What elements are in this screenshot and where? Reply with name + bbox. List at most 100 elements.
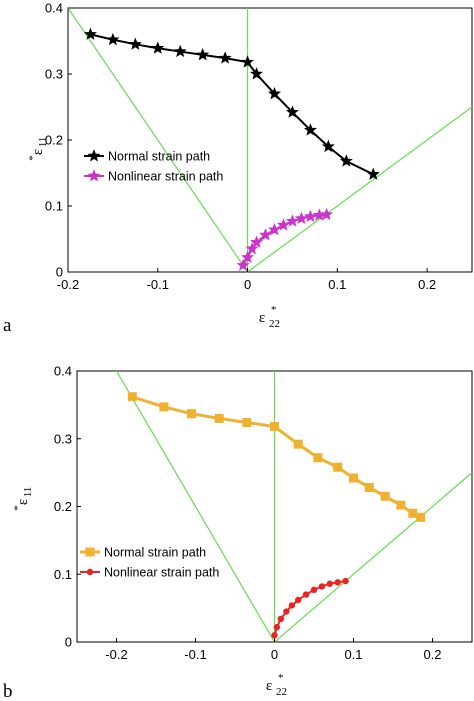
data-point-a-0: [106, 32, 120, 46]
x-axis-label-a: ε * 22: [259, 304, 280, 330]
data-point-a-1: [259, 228, 273, 241]
data-point-a-0: [128, 37, 142, 50]
legend-marker-a-1: [87, 169, 101, 182]
data-point-a-1: [241, 250, 255, 263]
chart-panel-a: -0.2 -0.1 0 0.1 0.2 0 0.1 0.2 0.3 0.4 Normal stra…: [3, 1, 473, 336]
data-point-b-1: [302, 591, 310, 598]
y-axis-label-a-sub: 11: [37, 137, 49, 148]
legend-label-b-0: Normal strain path: [104, 546, 206, 560]
data-point-a-0: [250, 67, 264, 80]
data-point-a-0: [366, 167, 380, 180]
guide-line-left-a: [67, 7, 249, 273]
data-point-a-1: [267, 222, 281, 236]
data-point-b-1: [334, 579, 341, 586]
data-point-b-1: [288, 602, 296, 609]
data-point-b-0: [416, 512, 426, 522]
x-tick-label-a: 0.2: [418, 277, 436, 292]
data-point-b-0: [242, 417, 252, 427]
data-point-a-0: [218, 51, 232, 64]
data-point-a-0: [241, 55, 255, 68]
x-tick-label-a: 0: [244, 277, 251, 292]
y-axis-label-b: ε * 11: [12, 487, 34, 511]
chart-panel-b: -0.2 -0.1 0 0.1 0.2 0 0.1 0.2 0.3 0.4 Normal stra…: [3, 364, 473, 701]
data-point-b-0: [214, 413, 224, 423]
data-point-b-1: [318, 583, 326, 590]
legend-marker-b-0: [85, 547, 95, 557]
data-point-a-0: [151, 41, 165, 54]
legend-label-a-1: Nonlinear strain path: [108, 170, 223, 184]
data-point-b-0: [364, 483, 374, 493]
y-axis-label-a-sup: *: [27, 155, 39, 161]
y-axis-label-b-sup: *: [12, 505, 24, 511]
data-point-b-1: [273, 623, 281, 631]
data-point-b-0: [293, 439, 303, 449]
x-tick-label-a: 0.1: [328, 277, 346, 292]
data-point-a-0: [173, 44, 187, 58]
data-point-b-1: [277, 615, 285, 623]
panel-label-b: b: [3, 681, 13, 701]
y-tick-label-a: 0.1: [45, 199, 63, 214]
x-tick-label-a: -0.1: [147, 277, 169, 292]
x-tick-label-b: 0.2: [423, 647, 441, 662]
legend-marker-a-0: [87, 149, 101, 162]
x-tick-label-b: 0.1: [344, 647, 362, 662]
data-point-b-0: [408, 508, 418, 518]
y-tick-label-b: 0.2: [54, 499, 72, 514]
data-point-a-1: [320, 207, 334, 221]
y-axis-label-a: ε * 11: [27, 137, 49, 161]
data-point-b-1: [295, 596, 302, 604]
data-point-a-1: [245, 242, 259, 255]
y-axis-label-b-sub: 11: [22, 487, 34, 498]
data-point-a-0: [321, 139, 335, 153]
x-tick-label-b: -0.2: [105, 647, 127, 662]
data-point-b-0: [349, 473, 358, 483]
data-point-a-0: [339, 154, 353, 167]
data-point-a-0: [303, 123, 317, 136]
x-tick-label-a: -0.2: [57, 277, 79, 292]
guide-line-right-a: [247, 106, 473, 273]
data-point-b-0: [127, 392, 137, 402]
y-tick-label-b: 0.4: [54, 364, 72, 379]
data-point-a-0: [83, 27, 97, 40]
y-tick-label-b: 0.3: [54, 431, 72, 446]
data-point-b-1: [271, 632, 278, 639]
y-tick-label-a: 0.3: [45, 67, 63, 82]
legend-a: Normal strain path Nonlinear strain path: [84, 149, 223, 184]
x-axis-label-a-sub: 22: [269, 318, 280, 330]
data-point-a-1: [250, 235, 264, 248]
y-tick-label-a: 0: [56, 265, 63, 280]
legend-b: Normal strain path Nonlinear strain path: [80, 546, 219, 580]
guide-line-right-b: [274, 472, 473, 643]
y-tick-label-a: 0.4: [45, 1, 63, 16]
data-point-a-0: [267, 86, 281, 100]
data-point-b-0: [159, 402, 169, 412]
data-point-b-0: [396, 500, 406, 510]
data-point-b-0: [313, 453, 323, 463]
data-point-a-1: [236, 258, 250, 271]
panel-label-a: a: [3, 315, 12, 336]
x-tick-label-b: 0: [271, 647, 278, 662]
data-point-a-1: [285, 214, 299, 227]
data-point-b-1: [310, 586, 318, 594]
legend-marker-b-1: [86, 568, 94, 576]
guide-line-left-b: [115, 370, 276, 643]
data-point-b-1: [326, 580, 333, 587]
data-point-b-0: [187, 409, 197, 419]
x-tick-label-b: -0.1: [184, 647, 206, 662]
legend-label-a-0: Normal strain path: [108, 150, 210, 164]
data-point-b-0: [380, 491, 390, 501]
y-axis-label-b-symbol: ε: [15, 499, 31, 505]
data-point-b-0: [270, 422, 279, 432]
data-point-a-0: [196, 48, 210, 61]
data-point-b-1: [342, 577, 349, 585]
y-axis-label-a-symbol: ε: [30, 149, 46, 155]
data-point-a-0: [285, 105, 299, 118]
x-axis-label-a-sup: *: [271, 304, 277, 316]
x-axis-label-b-symbol: ε: [266, 678, 272, 694]
data-point-b-0: [333, 462, 343, 472]
data-point-a-1: [294, 211, 308, 225]
x-axis-label-b: ε * 22: [266, 672, 287, 698]
y-tick-label-b: 0.1: [54, 567, 72, 582]
y-tick-label-a: 0.2: [45, 133, 63, 148]
data-point-b-1: [283, 608, 290, 615]
